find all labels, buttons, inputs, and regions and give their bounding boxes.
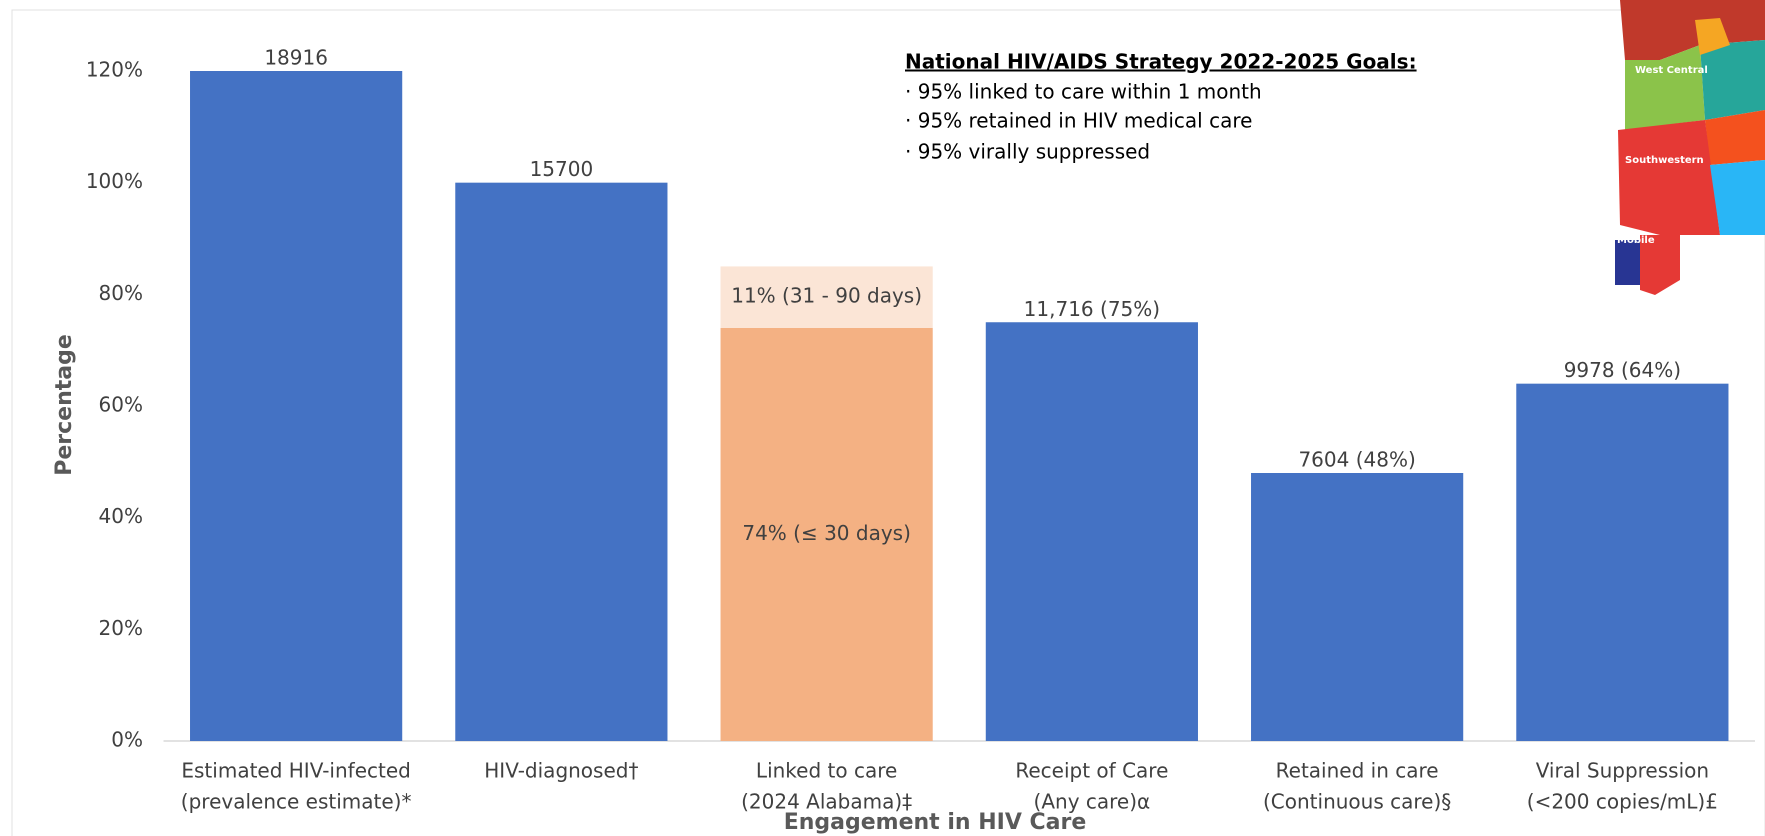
bar: [1516, 383, 1729, 741]
y-tick-label: 20%: [99, 616, 143, 640]
x-tick-label: Linked to care: [756, 759, 897, 783]
value-label: 74% (≤ 30 days): [742, 521, 911, 545]
value-label: 9978 (64%): [1564, 358, 1681, 382]
x-tick-label: (Any care)α: [1034, 790, 1151, 814]
value-label: 7604 (48%): [1298, 448, 1415, 472]
y-tick-label: 120%: [86, 58, 143, 82]
bar: [190, 71, 403, 741]
bar: [985, 322, 1198, 741]
bar: [1251, 473, 1464, 741]
annotation-line: · 95% retained in HIV medical care: [905, 109, 1252, 133]
svg-text:Mobile: Mobile: [1617, 235, 1655, 246]
x-tick-label: HIV-diagnosed†: [484, 759, 638, 783]
value-label: 11,716 (75%): [1024, 297, 1160, 321]
y-tick-label: 80%: [99, 281, 143, 305]
y-tick-label: 40%: [99, 504, 143, 528]
bar-segment: [720, 266, 933, 328]
annotation-line: · 95% virally suppressed: [905, 140, 1150, 164]
x-tick-label: (<200 copies/mL)£: [1527, 790, 1718, 814]
bar: [455, 182, 668, 741]
y-axis-title: Percentage: [52, 334, 77, 476]
frame: [11, 9, 1765, 836]
svg-text:West Central: West Central: [1635, 65, 1708, 76]
bar: [720, 327, 933, 741]
svg-text:Southwestern: Southwestern: [1625, 155, 1704, 166]
y-tick-label: 100%: [86, 169, 143, 193]
x-axis-title: Engagement in HIV Care: [784, 810, 1087, 835]
annotation-line: · 95% linked to care within 1 month: [905, 80, 1262, 104]
annotation-title: National HIV/AIDS Strategy 2022-2025 Goa…: [905, 50, 1417, 74]
region-map: Southwestern Mobile West Central: [1615, 0, 1765, 295]
x-tick-label: (prevalence estimate)*: [181, 790, 412, 814]
y-tick-label: 0%: [111, 728, 143, 752]
x-tick-label: Retained in care: [1276, 759, 1439, 783]
x-tick-label: Estimated HIV-infected: [181, 759, 410, 783]
x-tick-label: Receipt of Care: [1015, 759, 1168, 783]
x-tick-label: (Continuous care)§: [1263, 790, 1451, 814]
value-label: 18916: [264, 46, 328, 70]
y-tick-label: 60%: [99, 393, 143, 417]
x-tick-label: Viral Suppression: [1536, 759, 1709, 783]
segment-label: 11% (31 - 90 days): [731, 284, 922, 308]
x-tick-label: (2024 Alabama)‡: [741, 790, 912, 814]
value-label: 15700: [530, 157, 594, 181]
